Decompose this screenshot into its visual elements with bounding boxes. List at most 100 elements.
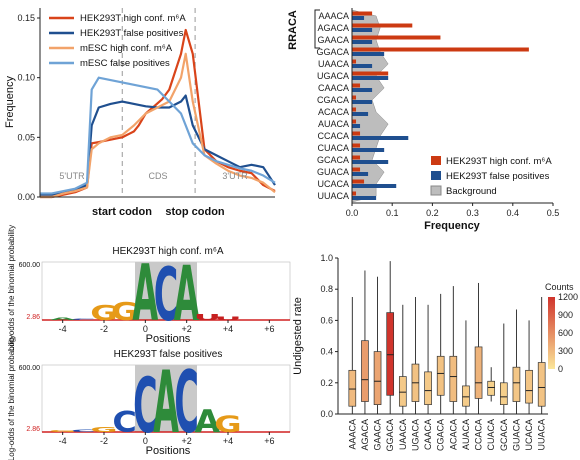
logo-xtick-label: +6: [264, 436, 274, 446]
bar-false-positive: [352, 160, 389, 164]
series-line-2: [40, 52, 276, 199]
rraca-category-label: GGACA: [316, 47, 349, 57]
bar-high-conf: [352, 155, 361, 160]
logo-letter-C: C: [174, 354, 198, 453]
rraca-category-label: UAACA: [318, 59, 349, 69]
box-body: [537, 362, 546, 407]
logo-xtick-label: 0: [143, 324, 148, 334]
bar-false-positive: [352, 172, 369, 176]
p5-ytick-label: 1.0: [320, 253, 333, 263]
colorbar-tick-label: 1200: [558, 292, 578, 302]
box-category-label: UCACA: [524, 419, 534, 451]
logo-letter-C: C: [71, 319, 96, 321]
bar-high-conf: [352, 119, 357, 124]
box-category-label: UUACA: [537, 419, 547, 451]
bar-high-conf: [352, 35, 441, 40]
box-body: [449, 355, 458, 402]
box-body: [348, 369, 357, 407]
region-3utr: 3'UTR: [222, 171, 248, 181]
box-category-label: GAACA: [373, 419, 383, 451]
colorbar-title: Counts: [545, 282, 574, 292]
logo-xtick-label: -2: [100, 324, 108, 334]
logo-letter-A: A: [174, 250, 200, 338]
rraca-category-label: CAACA: [318, 83, 349, 93]
bar-high-conf: [352, 107, 357, 112]
p1-ytick-label: 0.15: [17, 13, 35, 23]
bar-high-conf: [352, 83, 361, 88]
bar-false-positive: [352, 196, 377, 200]
logo-xtick-label: -4: [59, 436, 67, 446]
bar-false-positive: [352, 40, 373, 44]
logo2-ymin: 2.86: [26, 426, 40, 433]
p2-legend-label-2: Background: [446, 186, 497, 197]
p2-xtick-label: 0.4: [507, 208, 520, 218]
rraca-category-label: CUACA: [317, 143, 349, 153]
logo1-ymax: 600.00: [19, 262, 41, 269]
p2-legend-swatch-0: [431, 156, 441, 165]
box-category-label: GCACA: [499, 419, 509, 451]
rraca-category-label: UUACA: [317, 191, 349, 201]
bar-false-positive: [352, 16, 365, 20]
colorbar-tick-label: 900: [558, 310, 573, 320]
logo-letter-C: C: [133, 361, 158, 450]
bar-high-conf: [352, 179, 365, 184]
rraca-category-label: GAACA: [317, 35, 349, 45]
p2-legend-label-0: HEK293T high conf. m⁶A: [446, 156, 552, 167]
series-line-3: [40, 76, 276, 195]
bar-false-positive: [352, 76, 389, 80]
p1-ytick-label: 0.05: [17, 132, 35, 142]
p1-ytick-label: 0.10: [17, 73, 35, 83]
logo-letter-A: A: [153, 354, 179, 453]
logo-xtick-label: -4: [59, 324, 67, 334]
box-category-label: AUACA: [461, 419, 471, 450]
logo-letter-G: G: [90, 302, 117, 325]
logo-xtick-label: -2: [100, 436, 108, 446]
stop-codon-label: stop codon: [165, 206, 225, 218]
p2-xlabel: Frequency: [424, 220, 481, 232]
legend-label-0: HEK293T high conf. m⁶A: [80, 13, 186, 24]
metagene-panel: 0.00 0.05 0.10 0.15 Frequency 5'UTR CDS 3'U…: [4, 8, 276, 218]
box-body: [487, 380, 496, 396]
box-body: [373, 351, 382, 405]
logo2-title: HEK293T false positives: [114, 349, 223, 360]
logo1-ylabel: Log-odds of the binomial probability: [7, 225, 16, 351]
p2-legend-label-1: HEK293T false positives: [446, 171, 550, 182]
bar-false-positive: [352, 100, 373, 104]
bar-high-conf: [352, 131, 361, 136]
logo2-ymax: 600.00: [19, 365, 41, 372]
bar-false-positive: [352, 28, 373, 32]
box-body: [462, 385, 470, 407]
box-category-label: CCACA: [474, 419, 484, 451]
box-body: [474, 346, 483, 399]
p2-xtick-label: 0.3: [466, 208, 479, 218]
box-body: [525, 369, 533, 404]
bar-high-conf: [352, 71, 389, 76]
rraca-category-label: GUACA: [317, 167, 349, 177]
region-5utr: 5'UTR: [59, 171, 85, 181]
p2-xtick-label: 0.2: [426, 208, 439, 218]
logo-letter-A: A: [50, 317, 77, 321]
bar-high-conf: [352, 95, 357, 100]
box-category-label: GUACA: [511, 419, 521, 451]
box-body: [398, 376, 407, 407]
logo-xtick-label: 0: [143, 436, 148, 446]
logo-letter-C: C: [112, 406, 137, 439]
bar-false-positive: [352, 148, 385, 152]
colorbar-tick-label: 0: [558, 364, 563, 374]
logo2-xlabel: Positions: [146, 445, 191, 457]
logo-letter-C: C: [71, 429, 95, 433]
logo-xtick-label: +2: [182, 436, 192, 446]
rraca-category-label: UCACA: [317, 179, 349, 189]
box-body: [361, 340, 369, 402]
logo1-ymin: 2.86: [26, 314, 40, 321]
legend-label-3: mESC false positives: [80, 58, 170, 69]
rraca-category-label: AGACA: [317, 23, 349, 33]
box-body: [512, 366, 521, 402]
logo1-xlabel: Positions: [146, 333, 191, 345]
bar-false-positive: [352, 64, 373, 68]
logo-letter-G: G: [90, 425, 117, 433]
p5-ytick-label: 0.4: [320, 347, 333, 357]
start-codon-label: start codon: [92, 206, 152, 218]
